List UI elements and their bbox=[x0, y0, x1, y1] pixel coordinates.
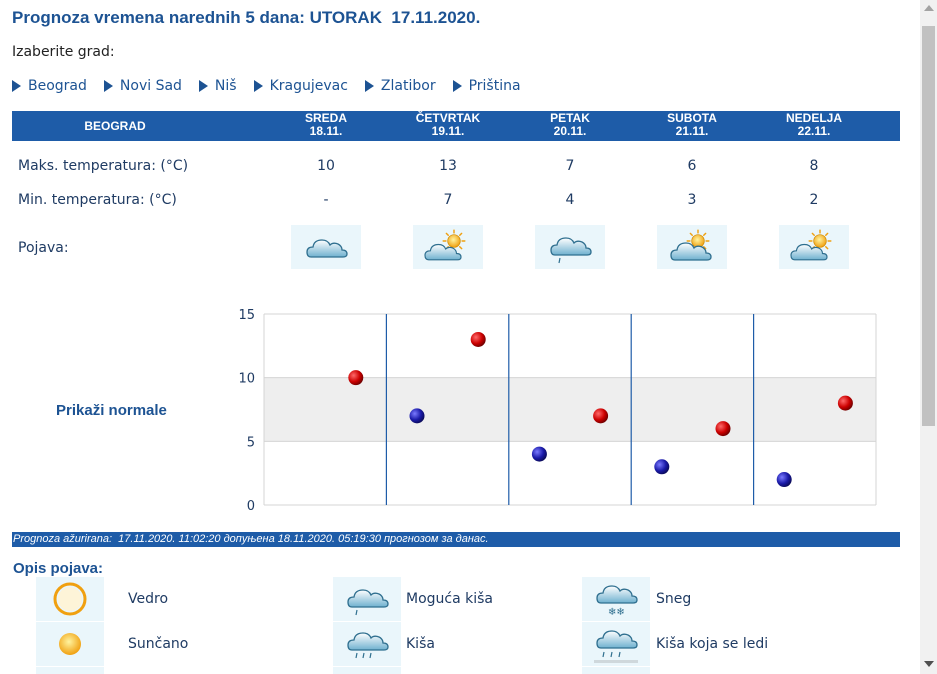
y-tick-label: 15 bbox=[238, 308, 255, 323]
city-link-zlatibor[interactable]: Zlatibor bbox=[364, 78, 436, 94]
snow-cloud-icon: ❄❄ bbox=[582, 577, 650, 621]
legend-label: Kiša koja se ledi bbox=[656, 636, 769, 652]
forecast-header: BEOGRAD SREDA 18.11. ČETVRTAK 19.11. PETAK… bbox=[12, 111, 900, 141]
day-name: PETAK bbox=[550, 111, 590, 125]
max-temp-value: 8 bbox=[809, 158, 819, 174]
legend-label: Kiša bbox=[406, 636, 435, 652]
min-temp-value: 2 bbox=[809, 192, 819, 208]
day-name: SUBOTA bbox=[667, 111, 717, 125]
city-link-label: Beograd bbox=[28, 78, 87, 94]
header-city: BEOGRAD bbox=[84, 119, 146, 133]
partly-visible-icon bbox=[36, 667, 104, 674]
temperature-chart: 0 5 10 15 bbox=[238, 308, 877, 514]
show-normals-link[interactable]: Prikaži normale bbox=[56, 402, 167, 419]
min-temp-value: 4 bbox=[565, 192, 575, 208]
min-temp-point bbox=[409, 408, 425, 424]
city-link-nis[interactable]: Niš bbox=[198, 78, 237, 94]
page-title: Prognoza vremena narednih 5 dana: UTORAK… bbox=[12, 8, 481, 27]
city-links: Beograd Novi Sad Niš Kragujevac Zlatibor… bbox=[12, 78, 538, 94]
city-link-novi-sad[interactable]: Novi Sad bbox=[103, 78, 182, 94]
max-temp-label: Maks. temperatura: (°C) bbox=[18, 158, 189, 174]
day-date: 20.11. bbox=[553, 124, 587, 138]
min-temp-point bbox=[531, 446, 547, 462]
y-tick-label: 5 bbox=[247, 435, 255, 450]
legend-label: Sunčano bbox=[128, 636, 189, 652]
sun-icon bbox=[36, 622, 104, 666]
city-link-label: Novi Sad bbox=[119, 78, 182, 94]
min-temp-point bbox=[776, 472, 792, 488]
phenomenon-label: Pojava: bbox=[18, 240, 69, 256]
city-link-label: Kragujevac bbox=[269, 78, 348, 94]
arrow-right-icon bbox=[364, 80, 374, 92]
arrow-right-icon bbox=[103, 80, 113, 92]
city-link-pristina[interactable]: Priština bbox=[452, 78, 521, 94]
legend-label: Sneg bbox=[656, 591, 692, 607]
rain-cloud-icon bbox=[333, 622, 401, 666]
city-prompt: Izaberite grad: bbox=[12, 44, 115, 60]
min-temp-value: 7 bbox=[443, 192, 453, 208]
scroll-thumb[interactable] bbox=[922, 26, 935, 426]
max-temp-value: 6 bbox=[687, 158, 697, 174]
partly-visible-icon bbox=[333, 667, 401, 674]
max-temp-point bbox=[470, 331, 486, 347]
freezing-rain-cloud-icon bbox=[582, 622, 650, 666]
max-temp-point bbox=[593, 408, 609, 424]
arrow-right-icon bbox=[253, 80, 263, 92]
arrow-right-icon bbox=[198, 80, 208, 92]
arrow-right-icon bbox=[12, 80, 21, 92]
scroll-down-arrow-icon[interactable] bbox=[924, 661, 934, 667]
city-link-label: Priština bbox=[468, 78, 521, 94]
min-temp-value: 3 bbox=[687, 192, 697, 208]
max-temp-point bbox=[837, 395, 853, 411]
sun-behind-cloud-icon bbox=[657, 225, 727, 269]
light-rain-cloud-icon bbox=[333, 577, 401, 621]
min-temp-label: Min. temperatura: (°C) bbox=[18, 192, 177, 208]
svg-text:❄❄: ❄❄ bbox=[608, 607, 625, 618]
vertical-scrollbar[interactable] bbox=[920, 0, 937, 674]
day-date: 22.11. bbox=[797, 124, 831, 138]
header-day-3: PETAK 20.11. bbox=[509, 112, 631, 138]
day-name: SREDA bbox=[304, 111, 347, 125]
city-link-label: Zlatibor bbox=[380, 78, 436, 94]
max-temp-value: 10 bbox=[317, 158, 335, 174]
light-rain-cloud-icon bbox=[535, 225, 605, 269]
arrow-right-icon bbox=[452, 80, 462, 92]
day-date: 19.11. bbox=[431, 124, 465, 138]
header-day-2: ČETVRTAK 19.11. bbox=[387, 112, 509, 138]
update-status-bar: Prognoza ažurirana: 17.11.2020. 11:02:20… bbox=[12, 532, 900, 547]
scroll-up-arrow-icon[interactable] bbox=[924, 5, 934, 11]
city-link-beograd[interactable]: Beograd bbox=[12, 78, 87, 94]
y-tick-label: 10 bbox=[238, 372, 255, 387]
max-temp-point bbox=[715, 421, 731, 437]
min-temp-point bbox=[654, 459, 670, 475]
cloud-icon bbox=[291, 225, 361, 269]
city-link-kragujevac[interactable]: Kragujevac bbox=[253, 78, 348, 94]
legend-label: Vedro bbox=[128, 591, 169, 607]
sun-outline-icon bbox=[36, 577, 104, 621]
legend-title: Opis pojava: bbox=[13, 560, 104, 577]
partly-sunny-icon bbox=[779, 225, 849, 269]
normal-range-band bbox=[264, 377, 876, 442]
max-temp-value: 13 bbox=[439, 158, 457, 174]
header-day-4: SUBOTA 21.11. bbox=[631, 112, 753, 138]
header-day-5: NEDELJA 22.11. bbox=[753, 112, 875, 138]
partly-visible-icon bbox=[582, 667, 650, 674]
min-temp-value: - bbox=[323, 192, 329, 208]
day-date: 21.11. bbox=[675, 124, 709, 138]
max-temp-point bbox=[348, 370, 364, 386]
partly-sunny-icon bbox=[413, 225, 483, 269]
max-temp-value: 7 bbox=[565, 158, 575, 174]
day-date: 18.11. bbox=[309, 124, 343, 138]
day-name: ČETVRTAK bbox=[415, 111, 481, 125]
y-tick-label: 0 bbox=[247, 499, 255, 514]
day-name: NEDELJA bbox=[785, 111, 842, 125]
header-day-1: SREDA 18.11. bbox=[265, 112, 387, 138]
city-link-label: Niš bbox=[214, 78, 237, 94]
legend-label: Moguća kiša bbox=[406, 591, 494, 607]
